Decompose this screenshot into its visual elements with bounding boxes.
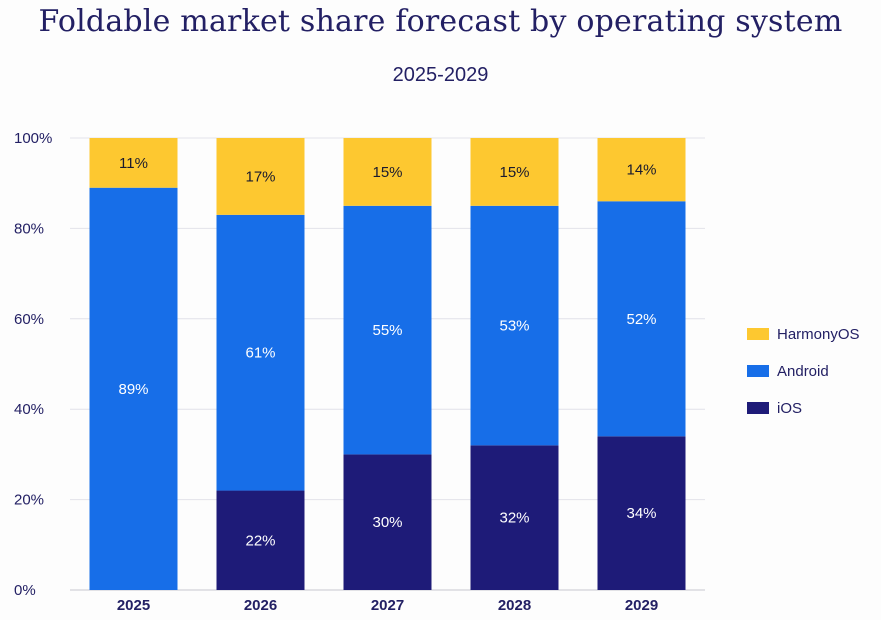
bar-segment-android bbox=[89, 187, 178, 590]
y-tick-label: 20% bbox=[14, 492, 44, 509]
data-label: 30% bbox=[372, 514, 402, 531]
bar-segment-harmonyos bbox=[597, 138, 686, 202]
legend-label: Android bbox=[777, 363, 829, 380]
bar-segment-ios bbox=[470, 445, 559, 590]
data-label: 15% bbox=[499, 164, 529, 181]
legend: HarmonyOS Android iOS bbox=[747, 326, 860, 417]
bars bbox=[89, 138, 686, 590]
chart-title: Foldable market share forecast by operat… bbox=[38, 4, 843, 39]
y-tick-label: 80% bbox=[14, 220, 44, 237]
data-label: 17% bbox=[245, 168, 275, 185]
x-tick-label: 2029 bbox=[625, 597, 658, 614]
data-label: 52% bbox=[626, 311, 656, 328]
x-tick-label: 2027 bbox=[371, 597, 404, 614]
legend-label: iOS bbox=[777, 400, 802, 417]
x-tick-label: 2026 bbox=[244, 597, 277, 614]
data-label: 34% bbox=[626, 505, 656, 522]
data-label: 15% bbox=[372, 164, 402, 181]
bar-segment-android bbox=[343, 205, 432, 455]
bar-segment-android bbox=[216, 214, 305, 491]
y-tick-label: 100% bbox=[14, 130, 52, 147]
data-label: 55% bbox=[372, 322, 402, 339]
y-axis: 0% 20% 40% 60% 80% 100% bbox=[14, 130, 52, 599]
legend-swatch-ios bbox=[747, 402, 769, 414]
data-label: 53% bbox=[499, 318, 529, 335]
bar-segment-ios bbox=[216, 490, 305, 590]
data-label: 61% bbox=[245, 345, 275, 362]
data-label: 32% bbox=[499, 510, 529, 527]
bar-segment-harmonyos bbox=[343, 138, 432, 206]
bar-segment-android bbox=[597, 201, 686, 437]
bar-segment-harmonyos bbox=[89, 138, 178, 188]
data-label: 14% bbox=[626, 162, 656, 179]
legend-label: HarmonyOS bbox=[777, 326, 860, 343]
chart-subtitle: 2025-2029 bbox=[392, 64, 489, 86]
bar-segment-ios bbox=[597, 436, 686, 590]
data-label: 11% bbox=[119, 155, 148, 172]
y-tick-label: 60% bbox=[14, 311, 44, 328]
x-axis: 2025 2026 2027 2028 2029 bbox=[117, 597, 658, 614]
bar-segment-android bbox=[470, 205, 559, 446]
bar-segment-harmonyos bbox=[470, 138, 559, 206]
data-label: 89% bbox=[118, 381, 148, 398]
y-tick-label: 0% bbox=[14, 582, 36, 599]
bar-segment-ios bbox=[343, 454, 432, 590]
y-tick-label: 40% bbox=[14, 401, 44, 418]
legend-swatch-android bbox=[747, 365, 769, 377]
x-tick-label: 2025 bbox=[117, 597, 150, 614]
data-label: 22% bbox=[245, 532, 275, 549]
x-tick-label: 2028 bbox=[498, 597, 531, 614]
data-labels: 89% 11% 22% 61% 17% 30% 55% 15% 32% 53% 15% 34% 52% 1… bbox=[118, 155, 656, 549]
bar-segment-harmonyos bbox=[216, 138, 305, 215]
legend-swatch-harmonyos bbox=[747, 328, 769, 340]
